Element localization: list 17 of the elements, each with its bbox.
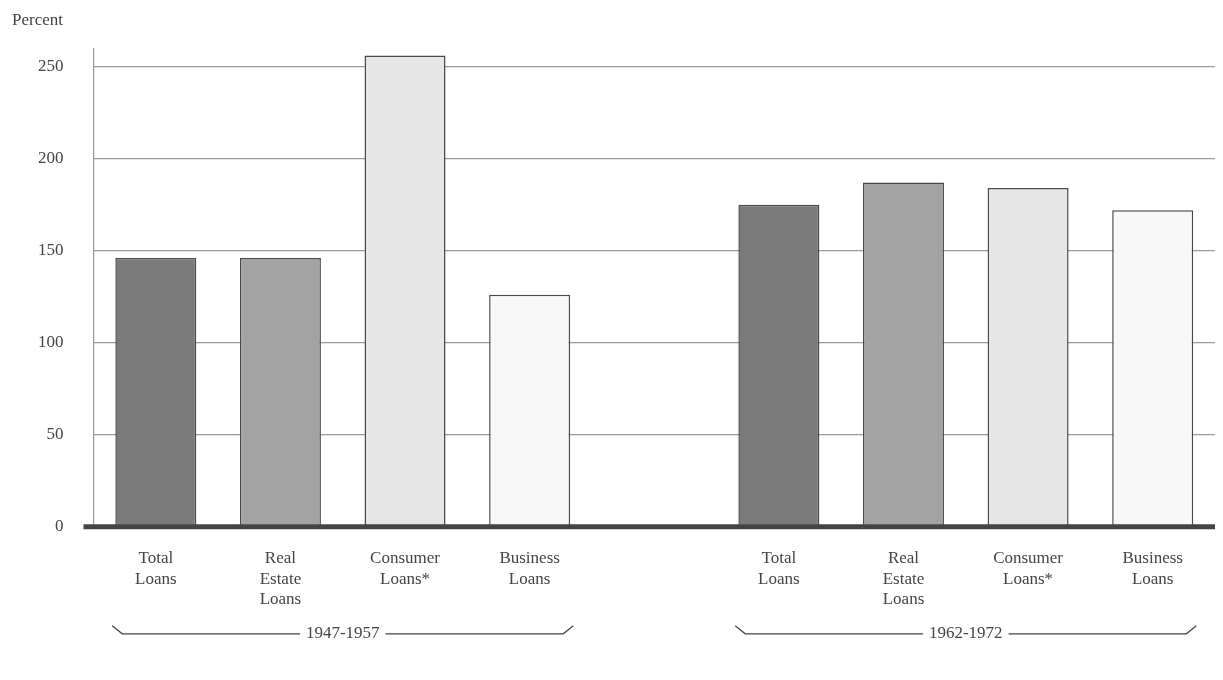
y-tick-label: 100 bbox=[38, 332, 64, 352]
x-tick-label: Business Loans bbox=[1122, 548, 1183, 588]
x-tick-label: Consumer Loans* bbox=[370, 548, 441, 588]
x-tick-label: Total Loans bbox=[135, 548, 177, 588]
x-tick-label: Real Estate Loans bbox=[259, 548, 302, 609]
text: 1947-1957 bbox=[305, 623, 381, 643]
y-tick-label: 250 bbox=[38, 56, 64, 76]
y-axis-title: Percent bbox=[12, 9, 64, 29]
y-tick-label: 200 bbox=[38, 148, 64, 168]
text: 1962-1972 bbox=[928, 623, 1003, 643]
x-tick-label: Business Loans bbox=[499, 548, 560, 588]
y-tick-label: 0 bbox=[55, 516, 64, 536]
x-tick-label: Real Estate Loans bbox=[882, 548, 925, 609]
y-tick-label: 150 bbox=[38, 240, 64, 260]
x-tick-label: Consumer Loans* bbox=[993, 548, 1064, 588]
x-tick-label: Total Loans bbox=[758, 548, 800, 588]
y-tick-label: 50 bbox=[46, 424, 64, 444]
